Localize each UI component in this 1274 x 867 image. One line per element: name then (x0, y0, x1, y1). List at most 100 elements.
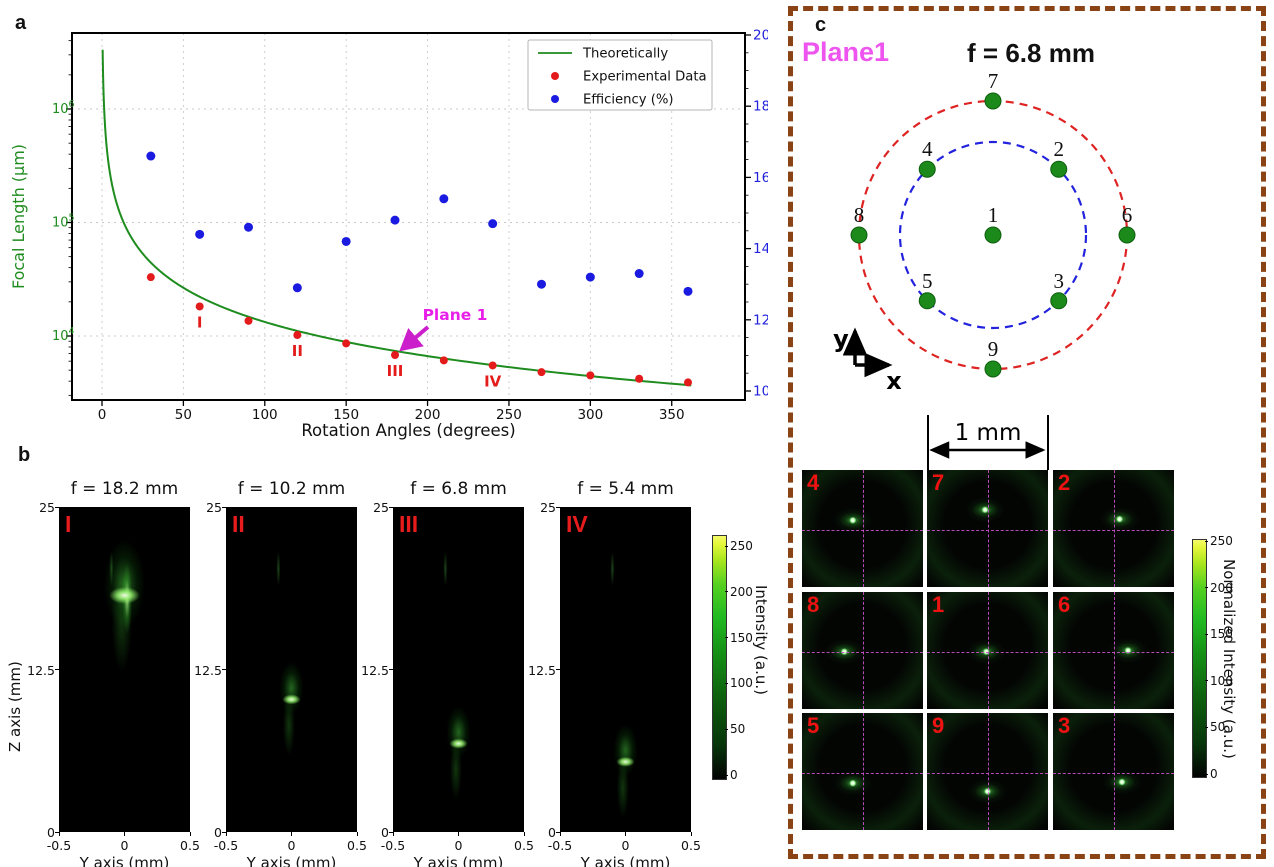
tick-mark (55, 669, 59, 670)
y-tick-label: -0.5 (46, 838, 72, 853)
z-tick-label: 0 (214, 825, 222, 840)
z-tick-label: 25 (373, 500, 389, 515)
svg-text:150: 150 (333, 407, 359, 423)
tick-mark (1205, 773, 1208, 775)
numeral-marker: I (65, 511, 72, 537)
crosshair-horizontal (927, 651, 1048, 653)
focus-dot (850, 226, 868, 244)
tick-mark (1205, 680, 1208, 682)
efficiency-point (585, 272, 595, 282)
experimental-point (635, 374, 644, 383)
crosshair-horizontal (1053, 772, 1174, 774)
panel-b-z-axis-label: Z axis (mm) (6, 661, 24, 752)
cell-number: 4 (807, 470, 820, 495)
cell-number: 6 (1058, 592, 1071, 617)
y-tick-label: 0.5 (681, 838, 701, 853)
experimental-point (293, 331, 302, 340)
tick-mark (124, 832, 125, 836)
plane1-arrow (399, 325, 430, 352)
z-tick-label: 25 (540, 500, 556, 515)
experimental-point (537, 368, 546, 377)
crosshair-horizontal (1053, 651, 1174, 653)
svg-text:16: 16 (753, 170, 768, 186)
panel-b-colorbar-label: Intensity (a.u.) (752, 585, 770, 695)
colorbar-tick: 200 (730, 584, 753, 599)
svg-text:100: 100 (252, 407, 278, 423)
efficiency-point (390, 215, 400, 225)
panel-c-spot-grid: 4 7 2 8 1 6 5 9 3 (793, 11, 1261, 854)
panel-c-colorbar-label: Normalized Intensity (a.u.) (1220, 559, 1238, 759)
efficiency-point (195, 229, 205, 239)
z-tick-label: 0 (548, 825, 556, 840)
tick-mark (389, 669, 393, 670)
tick-mark (222, 506, 226, 508)
panel-c-focus-diagram: 1 2 3 4 5 6 7 8 9 y x 1 mm (833, 71, 1136, 470)
crosshair-horizontal (802, 529, 923, 531)
colorbar-tick: 0 (1210, 767, 1218, 781)
efficiency-point (488, 219, 498, 229)
focus-dot-label: 4 (922, 137, 933, 161)
tick-mark (189, 832, 191, 836)
z-tick-label: 25 (206, 500, 222, 515)
colorbar-tick: 100 (1210, 673, 1233, 688)
intensity-image: II (226, 507, 357, 832)
svg-text:50: 50 (175, 407, 192, 423)
crosshair-vertical (862, 592, 864, 709)
tick-mark (725, 637, 728, 639)
experimental-point (342, 339, 351, 348)
svg-text:250: 250 (496, 407, 522, 423)
focal-spot-cell: 8 (802, 592, 923, 709)
crosshair-horizontal (927, 772, 1048, 774)
inner-ring (898, 140, 1088, 330)
tick-mark (725, 682, 728, 684)
colorbar-tick: 250 (730, 539, 753, 553)
y-tick-label: 0.5 (514, 838, 534, 853)
cell-number: 3 (1058, 713, 1071, 738)
numeral-marker: II (292, 342, 303, 360)
tick-mark (389, 831, 393, 833)
panel-c-focal-title: f = 6.8 mm (967, 38, 1095, 68)
colorbar-tick: 150 (730, 630, 753, 645)
legend-item: Experimental Data (583, 70, 707, 85)
focus-dot-label: 5 (922, 269, 933, 293)
focus-dot (918, 160, 936, 178)
cell-number: 7 (932, 470, 945, 495)
crosshair-vertical (987, 713, 989, 830)
efficiency-point (537, 279, 547, 289)
intensity-image: I (59, 507, 190, 832)
legend: Theoretically Experimental Data Efficiency… (527, 39, 713, 111)
y-axis-letter: y (833, 325, 849, 353)
y-tick-label: -0.5 (547, 838, 573, 853)
cell-number: 5 (807, 713, 820, 738)
tick-mark (559, 832, 561, 836)
colorbar-tick: 200 (1210, 580, 1233, 595)
tick-mark (389, 506, 393, 508)
tick-mark (291, 832, 292, 836)
subplot-title: f = 10.2 mm (237, 479, 346, 499)
y-tick-label: 0 (621, 838, 630, 853)
numeral-marker: I (197, 313, 203, 331)
colorbar-tick: 100 (730, 676, 753, 691)
tick-mark (690, 832, 692, 836)
tick-mark (222, 669, 226, 670)
focal-spot-cell: 1 (927, 592, 1048, 709)
crosshair-vertical (1113, 713, 1115, 830)
y-tick-label: 0 (454, 838, 463, 853)
focus-dot (984, 226, 1002, 244)
experimental-point (391, 351, 400, 360)
focal-spot-cell: 5 (802, 713, 923, 830)
panel-b-colorbar (712, 535, 727, 780)
crosshair-vertical (987, 592, 989, 709)
panel-b: Z axis (mm) 250 200 150 100 50 0 Intensity (a… (6, 479, 770, 867)
svg-text:200: 200 (415, 407, 441, 423)
focal-spot-cell: 9 (927, 713, 1048, 830)
numeral-marker: II (232, 511, 245, 537)
z-tick-label: 12.5 (361, 662, 389, 678)
subplot-title: f = 5.4 mm (577, 479, 674, 499)
y-tick-label: 0 (287, 838, 296, 853)
tick-mark (556, 506, 560, 508)
cell-number: 8 (807, 592, 820, 617)
svg-text:12: 12 (753, 312, 768, 328)
svg-text:14: 14 (753, 241, 768, 257)
colorbar-tick: 250 (1210, 534, 1233, 548)
